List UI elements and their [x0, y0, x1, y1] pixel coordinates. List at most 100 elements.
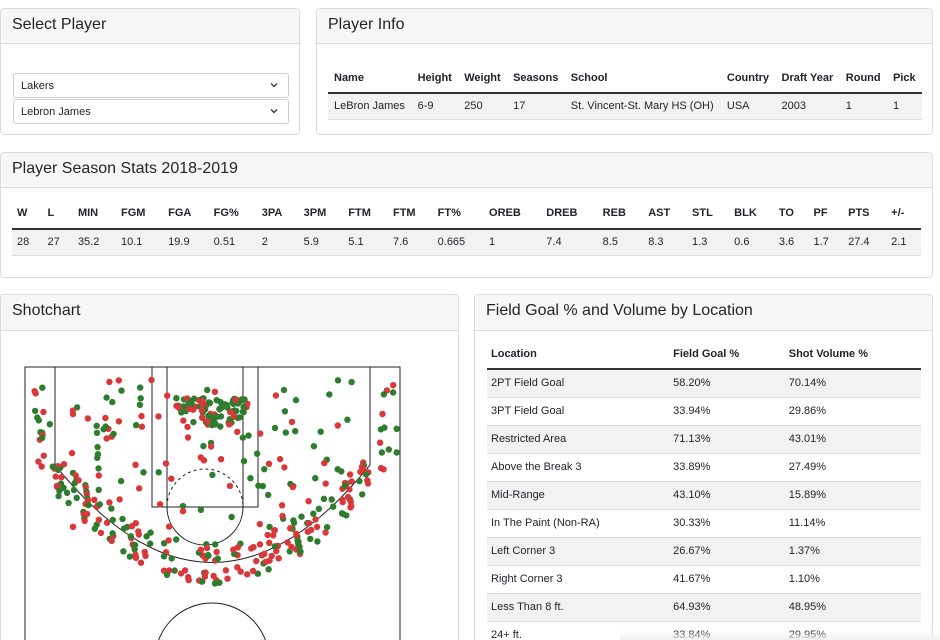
table-cell: Mid-Range — [487, 481, 670, 510]
shot-marker — [261, 466, 268, 473]
table-cell: 64.93% — [669, 593, 785, 622]
table-cell: 35.2 — [72, 229, 116, 256]
shot-marker — [103, 394, 110, 401]
shot-marker — [348, 378, 355, 386]
shot-marker — [204, 418, 211, 425]
table-cell: 0.51 — [208, 229, 257, 256]
shot-marker — [94, 443, 101, 451]
shot-marker — [39, 434, 46, 441]
table-cell: 43.10% — [669, 481, 785, 510]
table-cell: Right Corner 3 — [487, 565, 670, 594]
shot-marker — [280, 386, 288, 394]
shot-marker — [317, 428, 324, 435]
shot-marker — [315, 505, 323, 512]
shot-marker — [305, 498, 312, 505]
shot-marker — [378, 449, 386, 456]
column-header: PF — [808, 197, 844, 230]
table-cell: LeBron James — [328, 93, 412, 120]
shot-marker — [56, 487, 63, 495]
table-cell: 58.20% — [669, 369, 785, 398]
shot-marker — [55, 492, 62, 500]
shot-marker — [179, 508, 187, 515]
shot-marker — [73, 494, 80, 502]
shot-marker — [217, 423, 224, 430]
shot-marker — [334, 422, 341, 429]
shot-marker — [190, 418, 197, 426]
table-cell: Restricted Area — [487, 425, 670, 454]
shot-marker — [223, 402, 230, 409]
season-stats-card: Player Season Stats 2018-2019 W L MIN FGM FG… — [0, 152, 933, 278]
table-cell: 27.4 — [843, 229, 887, 256]
shot-marker — [197, 506, 205, 514]
table-row: Mid-Range 43.10% 15.89% — [487, 481, 921, 510]
shot-marker — [141, 548, 148, 556]
shot-marker — [35, 458, 42, 465]
column-header: PTS — [843, 197, 887, 230]
player-info-title: Player Info — [317, 9, 932, 44]
shot-marker — [136, 485, 143, 492]
shot-marker — [39, 384, 46, 391]
table-row: 28 27 35.2 10.1 19.9 0.51 2 5.9 5.1 7.6 0.665 1 7.4 8… — [12, 229, 921, 256]
shot-marker — [108, 505, 115, 512]
shot-marker — [217, 456, 225, 463]
shot-marker — [213, 548, 220, 556]
shot-marker — [271, 527, 278, 534]
table-row: 3PT Field Goal 33.94% 29.86% — [487, 397, 921, 426]
shot-marker — [165, 523, 173, 530]
table-row: 2PT Field Goal 58.20% 70.14% — [487, 369, 921, 398]
shot-marker — [253, 557, 260, 565]
table-cell: 26.67% — [669, 537, 785, 566]
table-cell: 1 — [839, 93, 887, 120]
shot-marker — [330, 503, 337, 510]
shot-marker — [305, 520, 313, 527]
shot-marker — [31, 407, 39, 415]
column-header: Country — [720, 63, 776, 94]
season-stats-title: Player Season Stats 2018-2019 — [1, 153, 932, 188]
shot-marker — [321, 459, 328, 467]
shot-marker — [181, 567, 189, 574]
shot-marker — [290, 519, 298, 527]
shot-marker — [312, 516, 319, 523]
select-player-title: Select Player — [1, 9, 299, 44]
shot-marker — [292, 396, 300, 404]
shot-marker — [359, 491, 366, 498]
shot-marker — [237, 568, 244, 575]
shot-marker — [265, 491, 272, 499]
shot-marker — [199, 414, 206, 421]
shot-marker — [292, 428, 299, 435]
shot-marker — [376, 439, 384, 446]
shot-marker — [138, 412, 145, 420]
team-select[interactable]: Lakers — [13, 73, 289, 98]
shot-marker — [347, 498, 354, 506]
shot-marker — [91, 525, 99, 532]
shot-marker — [323, 523, 331, 531]
shot-marker — [55, 466, 62, 474]
shot-marker — [357, 468, 364, 475]
shot-marker — [102, 423, 109, 430]
shot-marker — [339, 498, 346, 506]
shot-marker — [364, 480, 372, 487]
shot-marker — [389, 389, 397, 396]
shot-marker — [268, 552, 275, 560]
shot-marker — [393, 425, 400, 432]
shot-marker — [380, 391, 387, 398]
table-cell: 3PT Field Goal — [487, 397, 670, 426]
shot-marker — [164, 392, 171, 399]
shot-marker — [46, 421, 53, 428]
column-header: BLK — [729, 197, 774, 230]
column-header: Seasons — [507, 63, 565, 94]
shot-marker — [70, 486, 78, 494]
shot-marker — [356, 477, 363, 485]
table-cell: 1.7 — [808, 229, 844, 256]
shot-marker — [156, 501, 164, 508]
shot-marker — [148, 376, 155, 384]
shot-marker — [284, 539, 291, 546]
table-cell: 29.86% — [784, 397, 921, 426]
shot-marker — [132, 422, 140, 429]
table-cell: Above the Break 3 — [487, 453, 670, 482]
table-cell: 41.67% — [669, 565, 785, 594]
shot-marker — [72, 472, 79, 479]
free-throw-circle-bottom — [166, 468, 244, 508]
player-select[interactable]: Lebron James — [13, 99, 289, 124]
shot-marker — [38, 463, 45, 470]
